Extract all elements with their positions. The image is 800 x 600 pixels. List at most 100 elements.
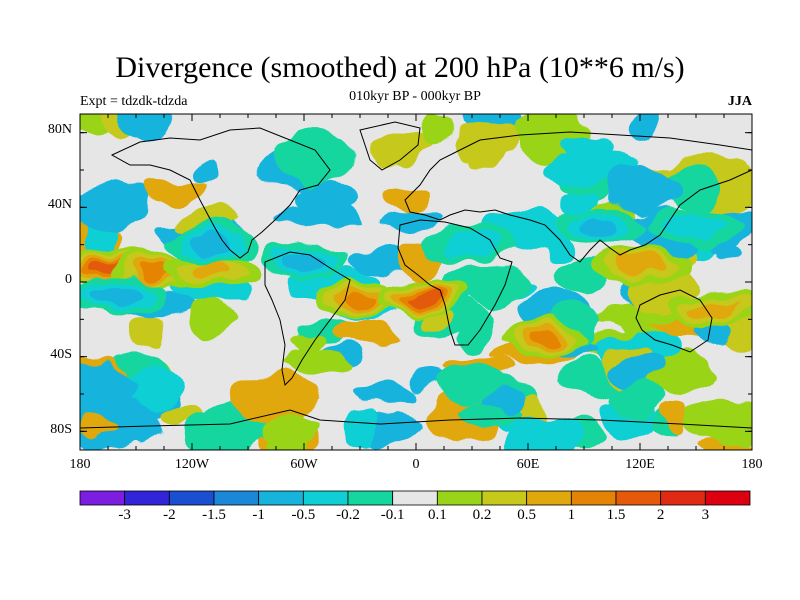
colorbar-label: 0.2 xyxy=(472,507,492,523)
lat-label-40s: 40S xyxy=(50,347,72,362)
colorbar-swatch xyxy=(302,490,349,506)
divergence-feature xyxy=(187,235,234,254)
field-patch xyxy=(295,182,358,223)
coast-greenland xyxy=(359,121,421,171)
divergence-feature xyxy=(341,293,379,308)
colorbar-swatch xyxy=(481,490,528,506)
field-patch xyxy=(185,302,239,336)
colorbar-swatch xyxy=(168,490,215,506)
colorbar-swatch xyxy=(526,490,572,506)
colorbar-label: 0.5 xyxy=(517,507,537,523)
colorbar-swatch xyxy=(704,490,751,506)
colorbar-label: -0.1 xyxy=(380,507,405,523)
chart-title: Divergence (smoothed) at 200 hPa (10**6 … xyxy=(115,51,685,84)
axis-ticks xyxy=(79,114,753,450)
field-patch xyxy=(280,351,351,375)
lon-label-180e: 180 xyxy=(741,457,763,472)
coast-antarctica xyxy=(80,409,752,429)
divergence-feature xyxy=(579,217,626,235)
colorbar-label: 0.1 xyxy=(427,507,447,523)
field-patch xyxy=(290,334,326,355)
field-patch xyxy=(355,386,423,404)
lat-label-40n: 40N xyxy=(47,197,72,212)
field-patch xyxy=(439,364,501,405)
colorbar-swatch xyxy=(436,490,483,506)
chart-subtitle: 010kyr BP - 000kyr BP xyxy=(349,89,481,104)
field-patch xyxy=(192,161,224,187)
divergence-feature xyxy=(665,214,727,238)
divergence-feature xyxy=(617,258,663,277)
lon-label-180w: 180 xyxy=(69,457,91,472)
field-patch xyxy=(699,439,752,450)
field-patch xyxy=(665,165,719,211)
field-patch xyxy=(181,413,262,450)
field-patch xyxy=(116,114,174,141)
divergence-feature xyxy=(441,232,503,257)
colorbar xyxy=(79,490,751,506)
colorbar-label: -0.2 xyxy=(336,507,360,523)
coast-eurasia xyxy=(404,131,752,263)
colorbar-label: -1 xyxy=(252,507,265,523)
colorbar-label: -0.5 xyxy=(291,507,316,523)
divergence-feature xyxy=(691,301,738,319)
field-patch xyxy=(559,132,617,163)
field-patch xyxy=(382,207,447,227)
colorbar-label: -2 xyxy=(163,507,176,523)
colorbar-label: 1 xyxy=(567,507,576,523)
colorbar-swatch xyxy=(124,490,170,506)
field-patch xyxy=(661,401,693,436)
colorbar-label: 1.5 xyxy=(606,507,626,523)
field-patch xyxy=(482,389,527,417)
colorbar-label: 2 xyxy=(656,507,665,523)
field-patch xyxy=(406,367,446,391)
field-patch xyxy=(270,432,306,450)
experiment-label: Expt = tdzdk-tdzda xyxy=(80,94,188,109)
field-patch xyxy=(138,178,205,202)
divergence-feature xyxy=(136,265,174,280)
field-patch xyxy=(388,190,425,210)
colorbar-swatch xyxy=(392,490,438,506)
field-patch xyxy=(80,185,153,231)
divergence-feature xyxy=(187,261,234,280)
field-patch xyxy=(463,303,493,352)
coast-south-america xyxy=(264,251,351,387)
field-patch xyxy=(130,316,167,346)
colorbar-swatch xyxy=(347,490,394,506)
field-patch xyxy=(331,321,402,348)
field-patch xyxy=(626,114,659,143)
field-patch xyxy=(275,134,357,184)
field-patch xyxy=(80,414,120,437)
lon-label-120e: 120E xyxy=(625,457,655,472)
colorbar-label: -3 xyxy=(118,507,131,523)
field-patch xyxy=(452,121,520,161)
field-patch xyxy=(362,131,431,164)
field-patch xyxy=(603,352,669,385)
field-patch xyxy=(339,405,382,446)
lon-label-120w: 120W xyxy=(174,457,210,472)
colorbar-label: 3 xyxy=(701,507,710,523)
lat-label-0: 0 xyxy=(65,272,72,287)
lon-label-60w: 60W xyxy=(290,457,318,472)
coastlines xyxy=(80,121,752,429)
field-patch xyxy=(552,257,607,292)
colorbar-swatch xyxy=(615,490,662,506)
season-label: JJA xyxy=(727,94,752,109)
field-patch xyxy=(508,415,576,450)
coast-north-america xyxy=(110,127,331,259)
lon-label-60e: 60E xyxy=(516,457,540,472)
colorbar-swatch xyxy=(660,490,706,506)
colorbar-swatch xyxy=(258,490,304,506)
colorbar-label: -1.5 xyxy=(202,507,226,523)
field-patch xyxy=(612,378,665,421)
coast-australia xyxy=(635,289,713,353)
field-patch xyxy=(121,369,186,412)
lat-label-80n: 80N xyxy=(47,122,72,137)
colorbar-swatch xyxy=(570,490,617,506)
divergence-feature xyxy=(528,330,566,346)
divergence-feature xyxy=(281,250,327,269)
lon-label-0: 0 xyxy=(412,457,420,472)
lat-label-80s: 80S xyxy=(50,422,72,437)
colorbar-swatch xyxy=(213,490,260,506)
field-patch xyxy=(604,165,683,212)
